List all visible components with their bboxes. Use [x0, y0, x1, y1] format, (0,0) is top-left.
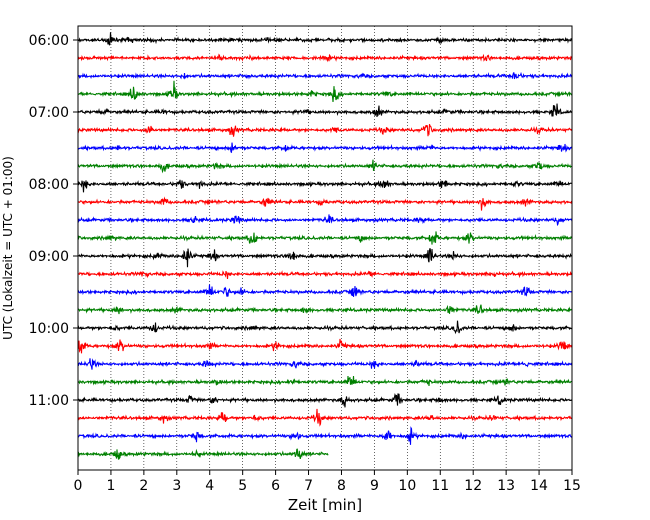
- trace-1100: [77, 393, 573, 408]
- x-tick-label: 10: [398, 478, 416, 494]
- axes-layer: 0 1 2 3 4 5 6 7 8 9 10 11 12 13 14 1506:0007:0008:0009:…: [29, 25, 581, 494]
- x-tick-label: 5: [238, 478, 247, 494]
- x-tick-label: 4: [205, 478, 214, 494]
- y-tick-label: 06:00: [29, 33, 69, 49]
- y-tick-label: 11:00: [29, 393, 69, 409]
- plot-frame: [77, 25, 573, 471]
- trace-0630: [77, 71, 573, 80]
- x-tick-label: 9: [370, 478, 379, 494]
- trace-1045: [77, 375, 573, 387]
- x-tick-label: 15: [563, 478, 581, 494]
- trace-1015: [77, 338, 573, 354]
- y-tick-label: 10:00: [29, 321, 69, 337]
- trace-0700: [77, 103, 573, 117]
- x-tick-label: 2: [139, 478, 148, 494]
- x-tick-label: 8: [337, 478, 346, 494]
- trace-0815: [77, 196, 573, 211]
- x-tick-label: 3: [172, 478, 181, 494]
- trace-0800: [77, 179, 573, 193]
- x-tick-label: 7: [304, 478, 313, 494]
- x-axis-label: Zeit [min]: [288, 496, 362, 514]
- trace-0615: [77, 53, 573, 63]
- x-tick-label: 0: [74, 478, 83, 494]
- grid-layer: [110, 26, 540, 470]
- y-tick-label: 09:00: [29, 249, 69, 265]
- trace-0730: [77, 142, 573, 154]
- x-tick-label: 6: [271, 478, 280, 494]
- trace-0715: [77, 123, 573, 137]
- trace-0600: [77, 32, 573, 46]
- x-tick-label: 14: [530, 478, 548, 494]
- trace-0830: [77, 214, 573, 227]
- trace-0645: [78, 80, 573, 103]
- y-tick-label: 07:00: [29, 105, 69, 121]
- y-tick-label: 08:00: [29, 177, 69, 193]
- trace-0915: [77, 270, 573, 280]
- trace-1130: [77, 426, 573, 445]
- trace-0745: [77, 159, 573, 174]
- x-tick-label: 1: [106, 478, 115, 494]
- trace-1115: [77, 408, 573, 427]
- x-tick-label: 12: [464, 478, 482, 494]
- trace-layer: [77, 32, 573, 460]
- trace-0900: [77, 248, 573, 268]
- trace-1030: [77, 358, 573, 370]
- trace-0945: [77, 304, 573, 315]
- trace-0930: [77, 284, 572, 297]
- y-axis-label: UTC (Lokalzeit = UTC + 01:00): [1, 156, 15, 340]
- x-tick-label: 13: [497, 478, 515, 494]
- trace-1000: [77, 320, 573, 335]
- trace-1145: [77, 448, 329, 460]
- x-tick-label: 11: [431, 478, 449, 494]
- trace-0845: [77, 231, 573, 245]
